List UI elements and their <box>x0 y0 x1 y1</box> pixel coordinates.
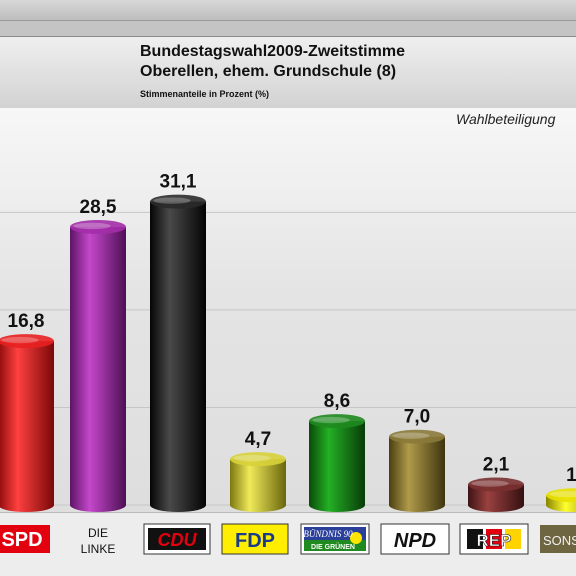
svg-text:BÜNDNIS 90: BÜNDNIS 90 <box>303 529 353 539</box>
svg-text:FDP: FDP <box>235 530 275 552</box>
svg-text:NPD: NPD <box>394 530 436 552</box>
plot-area: Wahlbeteiligung <box>0 108 576 576</box>
svg-text:CDU: CDU <box>158 530 198 550</box>
value-labels: 16,8 28,5 31,1 4,7 8,6 7,0 2,1 1, <box>8 172 576 487</box>
bar-chart: 16,8 28,5 31,1 4,7 8,6 7,0 2,1 1, <box>0 172 576 512</box>
bar <box>230 452 286 512</box>
sonst-logo: SONST <box>540 525 576 553</box>
svg-text:DIE: DIE <box>88 526 108 540</box>
svg-text:DIE GRÜNEN: DIE GRÜNEN <box>311 542 355 551</box>
spd-logo: SPD <box>0 525 50 553</box>
value-label: 28,5 <box>80 197 117 218</box>
bar <box>309 414 365 512</box>
bar-series <box>0 194 576 512</box>
linke-logo: DIE LINKE <box>81 526 116 556</box>
rep-logo: REP <box>459 523 529 555</box>
party-legend: SPD DIE LINKE CDU FDP <box>0 512 576 576</box>
cdu-logo: CDU <box>143 523 211 555</box>
chart-header: Bundestagswahl2009-Zweitstimme Oberellen… <box>0 36 576 110</box>
turnout-label: Wahlbeteiligung <box>456 111 556 127</box>
npd-logo: NPD <box>380 523 450 555</box>
value-label: 7,0 <box>404 407 430 428</box>
bar <box>546 488 576 512</box>
chart-subtitle: Oberellen, ehem. Grundschule (8) <box>140 63 397 80</box>
chart-title: Bundestagswahl2009-Zweitstimme <box>140 43 405 60</box>
party-logos: SPD DIE LINKE CDU FDP <box>0 523 576 556</box>
top-strip <box>0 0 576 21</box>
value-label: 31,1 <box>160 172 197 193</box>
svg-text:SPD: SPD <box>1 529 42 551</box>
bar <box>150 194 206 512</box>
chart-unit-label: Stimmenanteile in Prozent (%) <box>140 89 270 99</box>
bar <box>0 334 54 512</box>
bar <box>70 219 126 512</box>
value-label: 1, <box>566 465 576 486</box>
svg-text:REP: REP <box>477 531 512 550</box>
value-label: 8,6 <box>324 391 350 412</box>
svg-text:LINKE: LINKE <box>81 542 116 556</box>
fdp-logo: FDP <box>221 523 289 555</box>
value-label: 16,8 <box>8 311 45 332</box>
bar <box>389 429 445 512</box>
svg-text:SONST: SONST <box>543 533 576 548</box>
value-label: 2,1 <box>483 455 510 476</box>
bar <box>468 477 524 512</box>
gruene-logo: BÜNDNIS 90 DIE GRÜNEN <box>300 523 370 555</box>
value-label: 4,7 <box>245 429 271 450</box>
